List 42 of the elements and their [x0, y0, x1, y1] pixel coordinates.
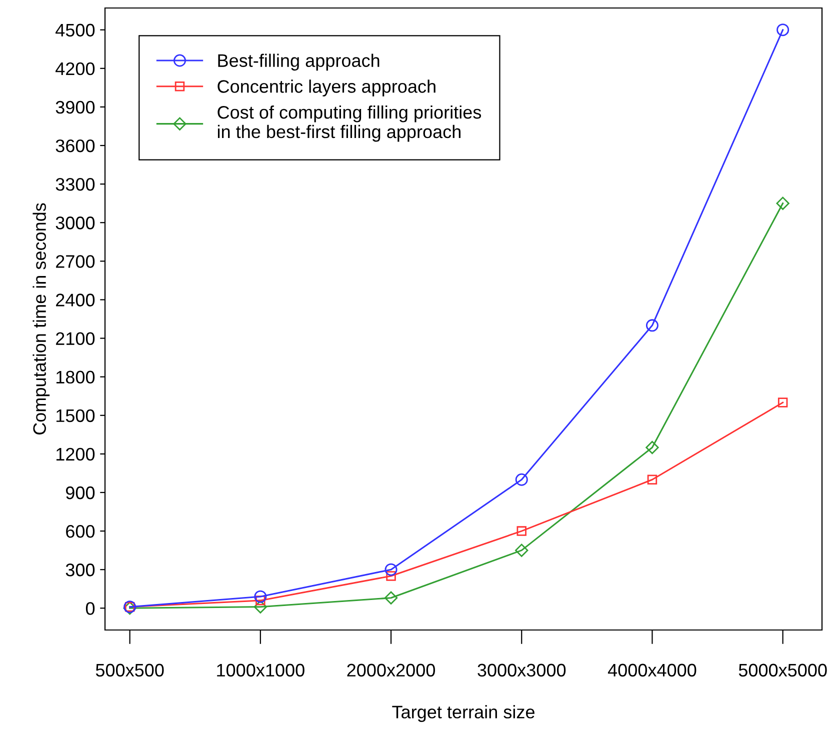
x-axis-title: Target terrain size [392, 705, 534, 722]
y-tick-label: 2700 [56, 255, 95, 268]
x-tick-label: 3000x3000 [478, 664, 566, 677]
point [646, 440, 659, 454]
point [254, 590, 267, 603]
legend-label: Cost of computing filling priorities in the best-first filling approach [218, 105, 482, 142]
point [776, 24, 790, 36]
y-tick-label: 600 [66, 524, 95, 538]
y-tick-label: 1200 [56, 448, 95, 461]
y-tick-label: 300 [66, 564, 95, 576]
x-tick-label: 500x500 [96, 664, 164, 677]
legend-label: Concentric layers approach [218, 80, 436, 96]
y-tick-label: 3900 [56, 100, 95, 114]
y-tick-label: 4500 [56, 24, 95, 37]
point [516, 526, 526, 536]
point [384, 563, 398, 576]
point [386, 571, 396, 581]
x-tick-label: 5000x5000 [738, 664, 827, 677]
x-tick-label: 4000x4000 [608, 664, 696, 677]
legend-label: Best-filling approach [218, 54, 380, 71]
point [384, 591, 398, 604]
point [256, 596, 266, 606]
point [515, 473, 528, 486]
y-tick-label: 2400 [56, 294, 95, 306]
point [646, 319, 658, 332]
y-tick-label: 1800 [56, 370, 95, 384]
x-tick-label: 1000x1000 [217, 664, 304, 677]
point [776, 196, 790, 210]
y-axis-title: Computation time in seconds [32, 203, 50, 434]
point [778, 398, 788, 408]
y-tick-label: 3000 [56, 216, 95, 230]
y-tick-label: 1500 [56, 409, 95, 422]
y-tick-label: 3300 [56, 178, 95, 191]
point [647, 474, 658, 484]
y-tick-label: 900 [66, 486, 95, 500]
y-tick-label: 2100 [56, 332, 95, 345]
point [515, 544, 528, 557]
y-tick-label: 0 [86, 602, 95, 615]
y-tick-label: 4200 [56, 62, 95, 76]
y-tick-label: 3600 [56, 139, 95, 152]
point [254, 600, 268, 614]
x-tick-label: 2000x2000 [347, 664, 435, 677]
